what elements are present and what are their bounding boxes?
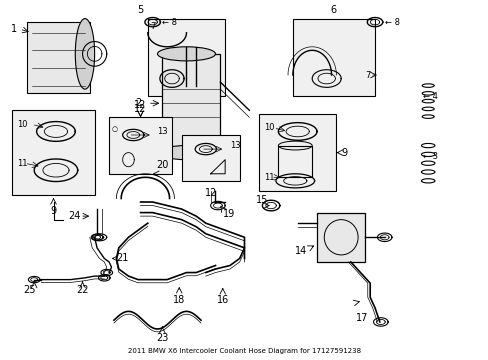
Text: 25: 25 [23,285,36,295]
Text: ← 3: ← 3 [423,152,437,161]
Text: 2011 BMW X6 Intercooler Coolant Hose Diagram for 17127591238: 2011 BMW X6 Intercooler Coolant Hose Dia… [128,348,360,354]
Bar [181,135,239,181]
Bar [316,213,365,262]
Text: 2: 2 [135,98,141,108]
Text: 12: 12 [134,104,146,114]
Bar [259,114,336,192]
Ellipse shape [157,145,215,160]
Text: 10: 10 [264,123,274,132]
Text: 11: 11 [17,159,28,168]
Text: 1: 1 [11,24,17,34]
Ellipse shape [75,19,95,89]
Bar [292,19,374,96]
Text: ← 8: ← 8 [162,18,177,27]
Text: 9: 9 [50,206,57,216]
Bar [12,110,95,195]
Text: 13: 13 [229,141,240,150]
Text: ← 8: ← 8 [384,18,399,27]
Text: 12: 12 [204,188,216,198]
Text: 12: 12 [134,100,146,110]
Text: 17: 17 [355,313,367,323]
Bar [147,19,224,96]
Text: 7: 7 [150,22,155,31]
Text: 11: 11 [264,173,274,182]
Text: 24: 24 [68,211,80,221]
Text: 6: 6 [330,5,336,15]
Text: 20: 20 [156,160,168,170]
Text: 19: 19 [223,209,235,219]
Text: ○: ○ [111,126,118,132]
Bar [162,54,220,153]
Text: 5: 5 [137,5,142,15]
Ellipse shape [157,47,215,61]
Text: 23: 23 [156,333,168,342]
Bar [109,117,172,174]
Text: 21: 21 [116,253,128,264]
Text: 14: 14 [294,246,307,256]
Text: 16: 16 [216,296,228,306]
Text: 22: 22 [76,285,89,295]
Bar [278,145,311,177]
Text: 15: 15 [256,195,268,205]
Text: 13: 13 [157,127,168,136]
Text: 7: 7 [365,71,370,80]
Bar [27,22,90,93]
Text: 9: 9 [341,148,346,158]
Text: ← 4: ← 4 [423,92,437,101]
Text: 10: 10 [17,120,28,129]
Text: 18: 18 [173,296,185,306]
